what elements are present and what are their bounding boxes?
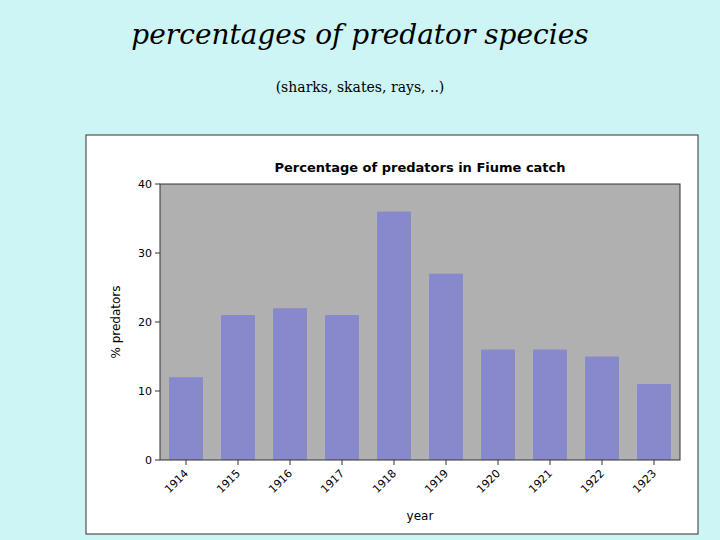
bar <box>221 315 255 460</box>
x-tick <box>238 460 239 465</box>
bar <box>585 357 619 461</box>
bar <box>273 308 307 460</box>
x-tick-label: 1915 <box>214 467 243 496</box>
y-tick <box>155 322 160 323</box>
y-tick-label: 0 <box>145 454 152 467</box>
x-tick-label: 1922 <box>578 467 607 496</box>
subtitle: (sharks, skates, rays, ..) <box>276 79 445 95</box>
x-tick <box>342 460 343 465</box>
x-tick <box>550 460 551 465</box>
chart-container: percentages of predator species (sharks, … <box>0 0 720 540</box>
y-tick <box>155 460 160 461</box>
x-tick <box>602 460 603 465</box>
x-tick <box>498 460 499 465</box>
x-tick-label: 1923 <box>630 467 659 496</box>
x-tick <box>394 460 395 465</box>
bar <box>429 274 463 460</box>
y-axis-label: % predators <box>109 285 123 358</box>
chart-title: Percentage of predators in Fiume catch <box>274 160 565 175</box>
x-tick <box>186 460 187 465</box>
y-tick <box>155 253 160 254</box>
x-tick <box>654 460 655 465</box>
x-tick <box>290 460 291 465</box>
bar <box>169 377 203 460</box>
bars <box>169 212 671 460</box>
plot-frame <box>160 184 680 460</box>
bar <box>637 384 671 460</box>
x-tick-label: 1921 <box>526 467 555 496</box>
chart-box <box>86 135 698 534</box>
x-axis-label: year <box>407 509 434 523</box>
x-tick-label: 1920 <box>474 467 503 496</box>
page-background <box>0 0 720 540</box>
x-tick-label: 1916 <box>266 467 295 496</box>
y-tick-label: 30 <box>138 247 152 260</box>
bar <box>377 212 411 460</box>
title: percentages of predator species <box>131 18 588 51</box>
y-tick <box>155 184 160 185</box>
x-tick-label: 1918 <box>370 467 399 496</box>
bar <box>325 315 359 460</box>
bar <box>533 350 567 460</box>
x-tick-label: 1914 <box>162 467 191 496</box>
y-tick-label: 40 <box>138 178 152 191</box>
chart-svg: percentages of predator species (sharks, … <box>0 0 720 540</box>
plot-background <box>160 184 680 460</box>
x-tick-label: 1917 <box>318 467 347 496</box>
x-tick <box>446 460 447 465</box>
y-tick-label: 10 <box>138 385 152 398</box>
y-tick-label: 20 <box>138 316 152 329</box>
y-tick <box>155 391 160 392</box>
x-tick-label: 1919 <box>422 467 451 496</box>
bar <box>481 350 515 460</box>
